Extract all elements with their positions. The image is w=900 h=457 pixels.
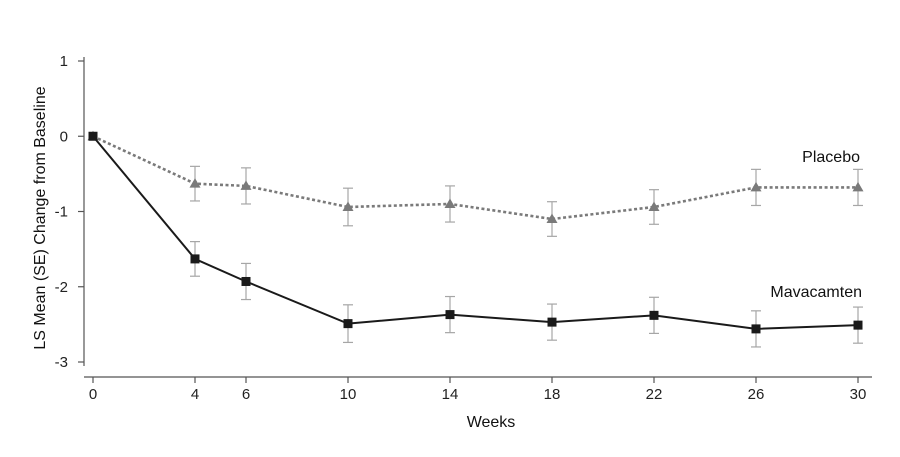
marker-mavacamten	[241, 276, 251, 286]
marker-placebo	[189, 178, 201, 188]
x-tick-label: 4	[191, 386, 199, 403]
x-tick-label: 18	[544, 386, 561, 403]
marker-mavacamten	[853, 320, 863, 330]
series-markers	[87, 130, 864, 334]
marker-placebo	[240, 180, 252, 190]
marker-placebo	[546, 213, 558, 224]
x-tick-label: 26	[748, 386, 765, 403]
x-tick-label: 0	[89, 386, 97, 403]
error-bars	[190, 165, 863, 348]
marker-placebo	[342, 201, 354, 211]
series-label-placebo: Placebo	[802, 149, 860, 166]
y-tick-label: 1	[60, 53, 68, 70]
marker-mavacamten	[649, 310, 659, 320]
series-label-mavacamten: Mavacamten	[770, 284, 862, 301]
series-line-mavacamten	[92, 135, 859, 330]
x-tick-label: 22	[646, 386, 663, 403]
x-tick-label: 30	[850, 386, 867, 403]
y-tick-label: 0	[60, 128, 68, 145]
x-tick-label: 6	[242, 386, 250, 403]
marker-mavacamten	[88, 131, 98, 141]
marker-placebo	[648, 201, 660, 211]
marker-mavacamten	[445, 310, 455, 320]
marker-mavacamten	[190, 254, 200, 264]
axes: 10-1-2-30 4 6 10 14 18 22 26 30	[55, 53, 872, 403]
marker-mavacamten	[343, 319, 353, 329]
y-tick-label: -2	[55, 279, 68, 296]
y-tick-label: -1	[55, 204, 68, 221]
x-tick-label: 10	[340, 386, 357, 403]
marker-placebo	[750, 181, 762, 192]
y-tick-label: -3	[55, 354, 68, 371]
series-lines	[92, 135, 859, 330]
x-tick-label: 14	[442, 386, 459, 403]
marker-placebo	[852, 181, 864, 192]
marker-mavacamten	[751, 324, 761, 334]
marker-placebo	[444, 198, 456, 208]
y-axis-title: LS Mean (SE) Change from Baseline	[32, 86, 49, 349]
x-axis-title: Weeks	[467, 414, 516, 431]
series-line-placebo	[92, 135, 858, 221]
marker-mavacamten	[547, 317, 557, 327]
